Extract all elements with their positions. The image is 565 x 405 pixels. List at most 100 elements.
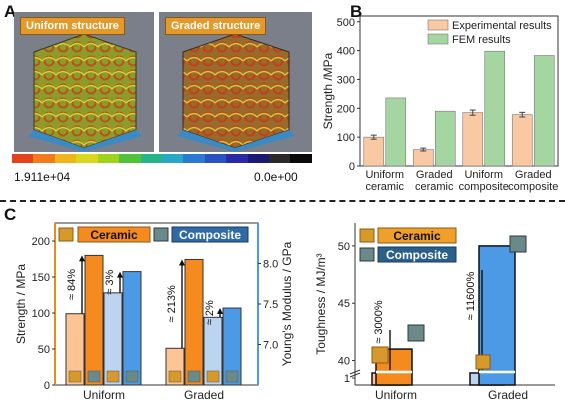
x-category-label: ceramic [365,181,404,193]
y-tick-label: 400 [337,46,355,58]
panel-b-letter: B [350,2,363,21]
ceramic-cube-icon [371,346,389,364]
lattice-thumbnail [106,370,120,383]
colorbar-swatch [226,154,248,163]
lattice-thumbnail [68,370,82,383]
axis-break-mark [349,372,361,378]
legend-label: FEM results [452,34,511,46]
legend-composite-icon [359,247,375,262]
legend-composite-icon [153,227,169,242]
bar-ceramic-modulus [84,254,104,386]
bar-fem [533,55,555,167]
colorbar-swatch [33,154,55,163]
y-tick-label: 40 [338,356,350,368]
increase-annotation: ≈ 2% [204,300,216,325]
y-tick-label: 300 [337,74,355,86]
ceramic-cube-icon [475,354,491,370]
colorbar-swatch [12,154,34,163]
y-tick-label: 50 [338,241,350,253]
colorbar-swatch [119,154,141,163]
arrow-head [117,271,123,278]
x-group-label: Graded [488,388,528,402]
y-tick-label: 100 [337,132,355,144]
panel-a-letter: A [4,2,17,21]
bar-fem [484,50,506,167]
bar-composite-modulus [122,271,142,386]
arrow-head [179,259,185,266]
colorbar-swatch [290,154,312,163]
colorbar-swatch [97,154,120,163]
legend-ceramic-icon [58,227,74,242]
legend-composite-label: Composite [386,248,448,262]
x-group-label: Uniform [83,388,125,402]
legend-ceramic-icon [359,228,375,243]
y-tick-label: 100 [32,308,50,320]
colorbar-swatch [204,154,227,163]
colorbar-max-label: 1.911e+04 [14,170,71,184]
x-category-label: composite [459,181,509,193]
legend-ceramic-box [77,226,151,243]
increase-annotation: ≈ 3000% [373,300,385,344]
y-tick-label: 200 [32,236,50,248]
legend-composite-label: Composite [179,228,241,242]
colorbar-swatch [140,154,162,163]
plot-frame [359,15,559,167]
y-axis-label-left: Strength / MPa [14,264,28,344]
x-category-label: ceramic [415,181,454,193]
increase-annotation: ≈ 84% [66,269,78,300]
legend-composite-box [171,226,249,243]
y-tick-label: 0 [349,161,355,173]
arrow-head [79,255,85,262]
bar-fem [385,97,407,167]
x-category-label: Graded [515,169,552,181]
colorbar-swatch [161,154,184,163]
section-divider [0,200,565,202]
y-tick-label: 1 [344,373,350,385]
legend-composite-box [377,246,457,263]
lattice-thumbnail [125,370,139,383]
increase-annotation: ≈ 213% [166,285,178,322]
bar-experimental [462,112,484,167]
lattice-thumbnail [225,370,239,383]
y-axis-label: Strength /MPa [321,52,335,129]
bar-ceramic-strength [65,313,85,386]
x-category-label: composite [508,181,558,193]
bar-composite-strength [203,316,223,386]
uniform-structure-label: Uniform structure [20,17,125,35]
increase-annotation: ≈ 11600% [465,271,477,320]
bar-experimental [511,114,533,167]
bar-ceramic-modulus [184,258,204,386]
panel-b-chart: 0 100 200 300 400 500 Strength /MPa Uniform cera… [321,15,559,193]
y-tick-label: 45 [338,298,350,310]
axis-break-mark [349,369,361,375]
lattice-thumbnail [206,370,220,383]
bar-composite-strength [103,292,123,386]
legend-ceramic-label: Ceramic [90,228,138,242]
y-axis-label: Toughness / MJ/m³ [314,253,328,354]
composite-cube-icon [509,235,527,253]
x-category-label: Graded [416,169,453,181]
x-category-label: Uniform [464,169,503,181]
uniform-structure-render: Uniform structure [14,12,154,152]
x-group-label: Graded [184,388,224,402]
y-tick-label: 200 [337,103,355,115]
y2-tick-label: 8.0 [263,259,278,271]
panel-c-left-chart: 0 50 100 150 200 7.0 7.5 8.0 Strength / MPa Young… [14,222,294,402]
bar-experimental [412,149,434,167]
legend-ceramic-box [377,227,457,244]
lattice-thumbnail [87,370,101,383]
panel-c-letter: C [4,205,17,224]
y-tick-label: 50 [38,344,50,356]
stress-colorbar [12,154,312,163]
y-tick-label: 500 [337,17,355,29]
colorbar-min-label: 0.0e+00 [254,170,298,184]
bar-experimental [363,136,385,167]
panel-c-right-chart: 1 40 45 50 Toughness / MJ/m³ ≈ 3000% ≈ 11600% U… [314,223,555,402]
legend-ceramic-label: Ceramic [393,229,441,243]
graded-structure-label: Graded structure [165,17,267,35]
bar-composite-modulus [222,307,242,386]
increase-annotation: ≈ 3% [104,270,116,295]
colorbar-swatch [54,154,77,163]
graded-structure-render: Graded structure [159,12,312,152]
